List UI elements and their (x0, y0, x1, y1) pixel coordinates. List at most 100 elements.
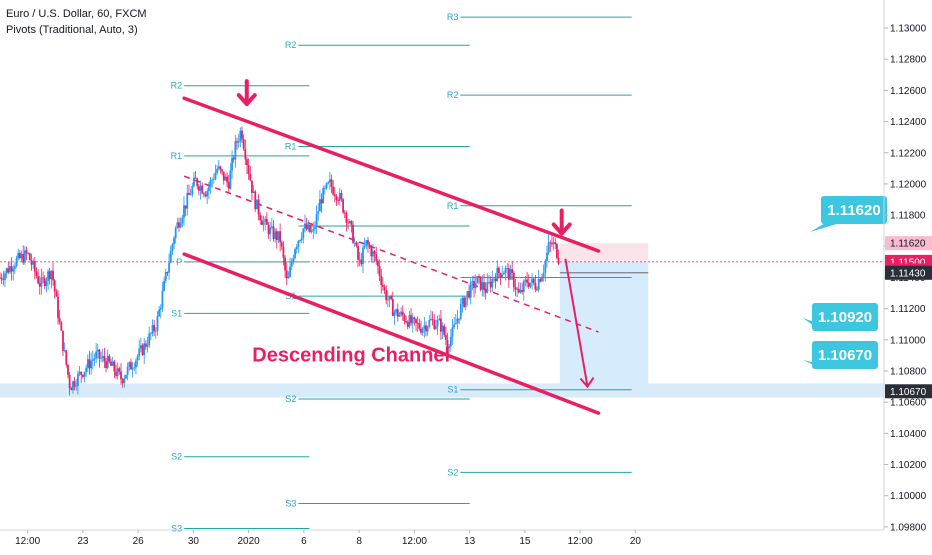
candle-body-25 (40, 277, 43, 287)
candle-body-169 (279, 231, 282, 243)
candle-body-86 (141, 345, 144, 355)
candle-body-7 (10, 266, 13, 272)
candle-body-296 (489, 281, 492, 288)
candle-body-278 (459, 304, 462, 319)
candle-body-138 (227, 182, 230, 189)
candle-body-314 (519, 290, 522, 293)
symbol-title[interactable]: Euro / U.S. Dollar, 60, FXCM (6, 8, 147, 20)
candle-body-176 (290, 262, 293, 267)
projection-line (564, 258, 589, 387)
candle-body-134 (221, 169, 224, 172)
candle-body-170 (280, 242, 283, 247)
candle-body-156 (257, 199, 260, 215)
candle-body-321 (531, 278, 533, 283)
candle-body-174 (287, 276, 290, 279)
candle-body-230 (380, 276, 383, 285)
price-callout-text-0: 1.11620 (827, 202, 880, 219)
candle-body-28 (45, 280, 48, 286)
candle-body-273 (451, 327, 454, 337)
candle-body-139 (229, 170, 232, 189)
candle-body-131 (216, 168, 219, 173)
candle-body-135 (222, 171, 225, 181)
pivot-label-10: S2 (285, 394, 296, 404)
candle-body-40 (65, 350, 68, 365)
candle-body-4 (5, 268, 8, 274)
candle-body-155 (256, 199, 258, 210)
candle-body-107 (176, 222, 179, 228)
candle-body-75 (123, 378, 126, 384)
candle-body-182 (300, 237, 303, 240)
candle-body-143 (236, 141, 238, 143)
candle-body-144 (237, 141, 240, 143)
price-tick-label-14: 1.10200 (890, 460, 927, 471)
candle-body-43 (70, 388, 73, 391)
candle-body-262 (433, 319, 436, 329)
candle-body-302 (499, 273, 502, 278)
price-tag-box-0 (885, 236, 932, 251)
candle-body-59 (96, 349, 99, 352)
price-callout-box-2 (812, 341, 878, 369)
candle-body-246 (406, 322, 409, 327)
candle-body-120 (198, 186, 200, 191)
candle-body-35 (57, 296, 59, 319)
candle-body-295 (488, 281, 490, 283)
candle-body-116 (191, 186, 194, 195)
candle-body-198 (327, 182, 330, 184)
price-tick-label-16: 1.09800 (890, 522, 927, 533)
candle-body-150 (247, 165, 250, 174)
price-tag-4: 1.10670 (885, 384, 932, 399)
candle-body-128 (211, 179, 214, 181)
candle-body-261 (431, 319, 434, 320)
candle-body-335 (554, 242, 557, 245)
candle-body-190 (314, 227, 316, 229)
projection-arrowhead (579, 377, 595, 389)
candle-body-49 (80, 371, 83, 375)
annotation-layer: Descending Channel 1.11620 1.10920 1.10670 (236, 79, 887, 389)
stop-zone (559, 243, 649, 262)
candle-body-298 (493, 278, 495, 280)
candle-body-253 (418, 323, 421, 329)
candle-body-231 (381, 284, 384, 287)
candle-body-105 (173, 238, 175, 245)
candle-body-70 (115, 371, 117, 376)
price-tag-box-3 (885, 265, 932, 280)
candle-body-309 (511, 269, 514, 273)
candle-body-241 (398, 314, 401, 317)
candle-body-180 (297, 241, 300, 247)
candle-body-64 (105, 361, 107, 368)
candle-body-10 (15, 258, 18, 267)
candle-body-94 (154, 330, 157, 332)
candle-body-166 (274, 231, 277, 239)
candle-body-193 (318, 199, 321, 212)
time-tick-label-3: 30 (188, 536, 200, 547)
candle-body-312 (516, 288, 519, 290)
candle-body-256 (423, 325, 426, 329)
candle-body-208 (343, 212, 346, 214)
candle-body-14 (22, 253, 25, 263)
candle-body-294 (486, 282, 489, 293)
price-tick-label-1: 1.12800 (890, 55, 927, 66)
candle-body-69 (113, 361, 116, 372)
price-tag-text-0: 1.11620 (890, 239, 926, 250)
candle-body-29 (47, 271, 49, 281)
candle-body-125 (206, 191, 209, 197)
candle-body-201 (332, 186, 335, 195)
candle-body-275 (454, 323, 457, 325)
candle-body-57 (93, 358, 96, 360)
candle-body-173 (285, 270, 288, 279)
candle-body-118 (194, 177, 197, 179)
candle-body-126 (207, 186, 210, 192)
price-callout-text-2: 1.10670 (818, 347, 872, 364)
candle-body-184 (304, 223, 306, 229)
price-tag-text-4: 1.10670 (890, 387, 927, 398)
pivot-label-0: R2 (171, 81, 183, 91)
candle-body-34 (55, 291, 58, 297)
candle-body-311 (514, 287, 517, 290)
indicator-title[interactable]: Pivots (Traditional, Auto, 3) (6, 24, 138, 36)
candle-body-114 (188, 192, 190, 195)
candle-body-313 (517, 288, 520, 293)
candle-body-160 (264, 218, 267, 223)
time-tick-label-9: 15 (519, 536, 531, 547)
